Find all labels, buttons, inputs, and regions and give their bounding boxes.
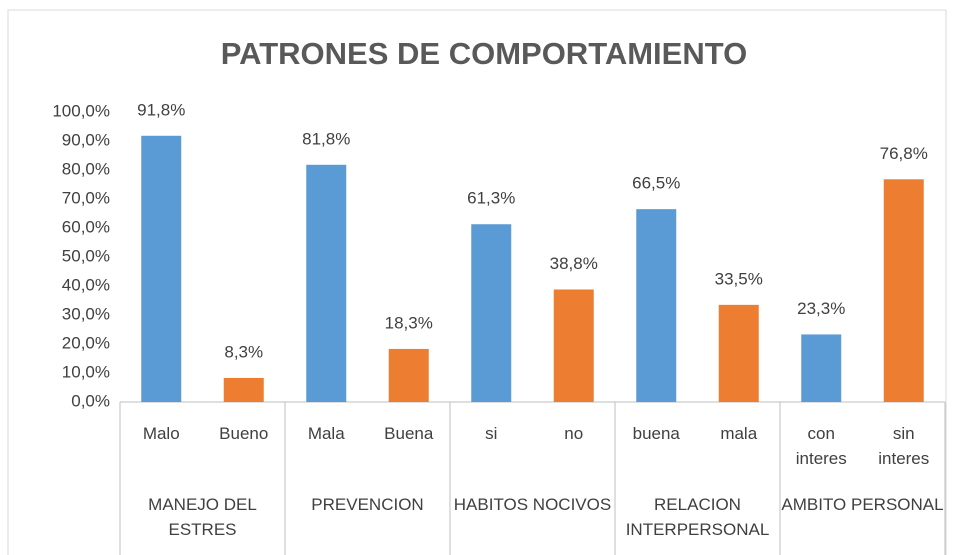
bar (553, 289, 594, 402)
data-label: 81,8% (302, 129, 350, 148)
group-label: RELACION INTERPERSONAL (625, 495, 770, 539)
group-label: MANEJO DEL ESTRES (148, 495, 257, 539)
bar (141, 135, 182, 402)
data-label: 38,8% (550, 254, 598, 273)
data-label: 33,5% (715, 269, 763, 288)
data-label: 61,3% (467, 189, 515, 208)
bar (801, 334, 842, 402)
y-tick-label: 80,0% (62, 159, 110, 178)
group-label: AMBITO PERSONAL (781, 495, 944, 514)
chart-border (7, 9, 947, 555)
x-tick-label: Malo (142, 424, 180, 443)
x-tick-label: Buena (384, 424, 434, 443)
y-tick-label: 0,0% (71, 391, 110, 410)
bar (223, 377, 264, 402)
y-tick-label: 60,0% (62, 217, 110, 236)
group-label: HABITOS NOCIVOS (453, 495, 612, 514)
bar (883, 179, 924, 402)
x-tick-label: con interes (795, 424, 847, 468)
bar (306, 164, 347, 402)
bar (471, 224, 512, 402)
y-tick-label: 50,0% (62, 246, 110, 265)
y-tick-label: 100,0% (52, 101, 110, 120)
bar (388, 348, 429, 402)
data-label: 91,8% (137, 100, 185, 119)
x-tick-label: no (564, 424, 584, 443)
y-tick-label: 10,0% (62, 362, 110, 381)
data-label: 76,8% (880, 144, 928, 163)
bar (718, 304, 759, 402)
x-tick-label: Mala (307, 424, 345, 443)
x-tick-label: sin interes (878, 424, 930, 468)
y-tick-label: 20,0% (62, 333, 110, 352)
y-tick-label: 90,0% (62, 130, 110, 149)
data-label: 66,5% (632, 174, 680, 193)
x-tick-label: si (485, 424, 498, 443)
bar (636, 209, 677, 402)
chart-title: PATRONES DE COMPORTAMIENTO (221, 36, 747, 71)
y-tick-label: 30,0% (62, 304, 110, 323)
x-tick-label: buena (632, 424, 680, 443)
data-label: 18,3% (385, 313, 433, 332)
y-tick-label: 70,0% (62, 188, 110, 207)
data-label: 23,3% (797, 299, 845, 318)
data-label: 8,3% (224, 342, 263, 361)
group-label: PREVENCION (311, 495, 424, 514)
x-tick-label: Bueno (219, 424, 269, 443)
y-tick-label: 40,0% (62, 275, 110, 294)
x-tick-label: mala (720, 424, 758, 443)
